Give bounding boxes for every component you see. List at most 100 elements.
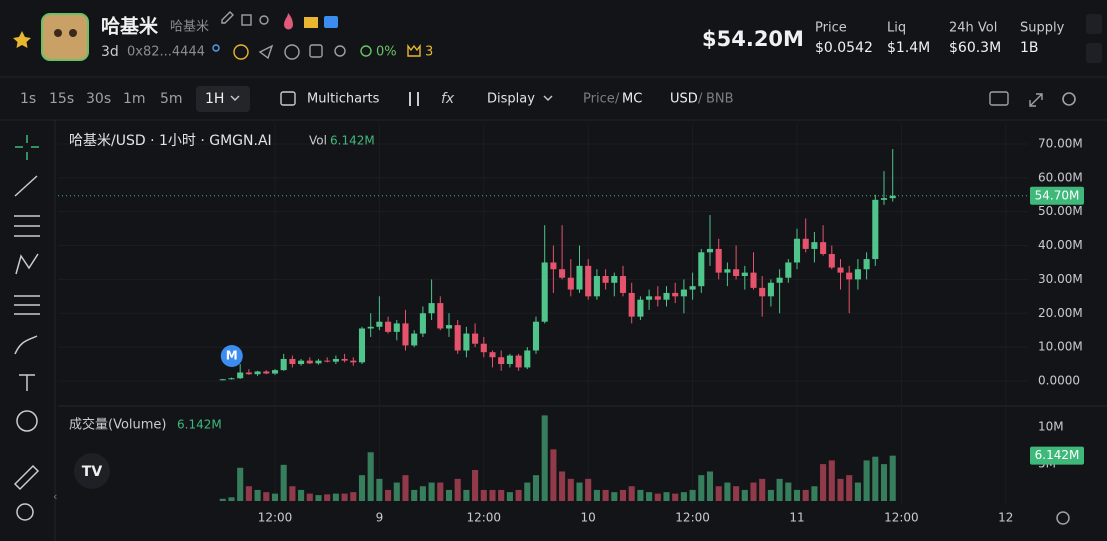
warning-icon[interactable]	[233, 44, 249, 60]
last-volume-label: 6.142M	[1035, 448, 1080, 462]
crosshair-tool[interactable]	[15, 135, 39, 160]
interval[interactable]: 1m	[123, 91, 146, 107]
volume-tick-label: 10M	[1038, 420, 1064, 434]
expand-button[interactable]	[1086, 14, 1102, 34]
token-avatar[interactable]	[41, 13, 89, 61]
candle-body	[846, 272, 853, 280]
chevron	[230, 95, 240, 101]
candle-body	[524, 350, 531, 368]
candle-body	[559, 269, 566, 278]
fib-tool[interactable]	[14, 215, 40, 237]
stat-value: $1.4M	[887, 40, 930, 56]
rating: 3	[425, 45, 433, 60]
candle-body	[315, 360, 322, 364]
line-tool[interactable]	[14, 175, 38, 197]
avatar-eye	[69, 29, 77, 37]
add-icon	[280, 91, 296, 106]
price-toggle-on[interactable]: MC	[622, 92, 642, 107]
y-tick-label: 60.00M	[1038, 170, 1083, 184]
copy-icon[interactable]	[241, 14, 252, 26]
holder-icon[interactable]	[212, 44, 220, 52]
interval[interactable]: 15s	[49, 91, 74, 107]
x-tick-label: 9	[376, 511, 384, 525]
volume-bar	[506, 492, 513, 501]
volume-bar	[724, 482, 731, 501]
share-icon[interactable]	[259, 15, 269, 25]
volume-bar	[889, 455, 896, 501]
volume-bar	[602, 489, 609, 501]
volume-bar	[245, 486, 252, 501]
volume-bar	[880, 464, 888, 501]
candle-body	[472, 333, 479, 344]
fx-icon[interactable]: fx	[441, 91, 455, 107]
token-address[interactable]: 0x82...4444	[127, 45, 205, 60]
settings-button[interactable]	[1086, 43, 1102, 63]
note-icon[interactable]	[309, 44, 323, 58]
candle-body	[628, 292, 635, 317]
chart-legend: 哈基米/USD · 1小时 · GMGN.AI	[69, 132, 272, 149]
volume-bar	[576, 482, 583, 501]
volume-bar	[419, 486, 426, 501]
pattern-tool[interactable]	[15, 253, 39, 275]
edit-icon[interactable]	[221, 11, 234, 24]
migration-marker[interactable]	[220, 345, 243, 367]
header-icons	[212, 11, 421, 60]
collapse-arrow[interactable]: ‹	[53, 490, 57, 503]
multicharts[interactable]: Multicharts	[307, 92, 380, 107]
candle-body	[785, 262, 792, 278]
candle-body	[611, 276, 618, 283]
candle-body	[428, 303, 435, 314]
fullscreen-icon[interactable]	[1029, 93, 1043, 107]
candle-body	[393, 323, 400, 332]
volume-bar	[559, 471, 566, 501]
currency-toggle-on[interactable]: USD	[670, 92, 698, 107]
interval[interactable]: 1s	[20, 91, 36, 107]
volume-bar	[428, 482, 435, 501]
price-toggle-off[interactable]: Price	[583, 92, 615, 107]
brush-tool[interactable]	[14, 335, 38, 355]
volume-bar	[541, 415, 548, 501]
volume-bar	[367, 452, 374, 501]
volume-bar	[402, 475, 409, 501]
currency-toggle-off[interactable]: BNB	[706, 92, 734, 107]
telegram-icon[interactable]	[258, 44, 274, 60]
x-tick-label: 12:00	[466, 511, 501, 525]
stat-value: $60.3M	[949, 40, 1001, 56]
text-tool[interactable]	[19, 374, 35, 391]
candle-body	[532, 321, 540, 351]
volume-bar	[698, 475, 705, 501]
display[interactable]: Display	[487, 92, 535, 107]
chart-settings[interactable]	[1056, 511, 1070, 525]
holders-icon	[360, 45, 372, 57]
site-icon[interactable]	[284, 44, 300, 60]
volume-bar	[280, 464, 287, 501]
measure-tool[interactable]	[13, 464, 40, 491]
candle-body	[463, 333, 470, 351]
volume-bar	[811, 486, 818, 501]
interval-selected[interactable]	[196, 86, 250, 112]
zoom-tool[interactable]	[16, 503, 34, 521]
emoji-tool[interactable]	[16, 410, 38, 432]
candle-body	[263, 371, 270, 374]
interval[interactable]: 30s	[86, 91, 111, 107]
candle-body	[889, 195, 896, 199]
interval[interactable]: 5m	[160, 91, 183, 107]
volume-bar	[524, 482, 531, 501]
volume-bar	[767, 489, 774, 501]
candle-body	[602, 276, 609, 283]
projection-tool[interactable]	[14, 295, 40, 315]
volume-bar	[385, 489, 392, 501]
settings-icon[interactable]	[1062, 92, 1076, 106]
volume-bar	[828, 460, 835, 501]
candle-body	[358, 328, 366, 363]
current-interval[interactable]: 1H	[205, 91, 224, 107]
candle-body	[680, 289, 687, 297]
search-icon[interactable]	[334, 45, 346, 57]
drawing-tools	[13, 135, 40, 521]
candle-body	[619, 276, 627, 293]
screenshot-icon[interactable]	[989, 91, 1009, 106]
indicator-icon[interactable]	[409, 92, 419, 106]
candle-body	[324, 360, 331, 362]
favorite-star[interactable]	[13, 31, 31, 48]
